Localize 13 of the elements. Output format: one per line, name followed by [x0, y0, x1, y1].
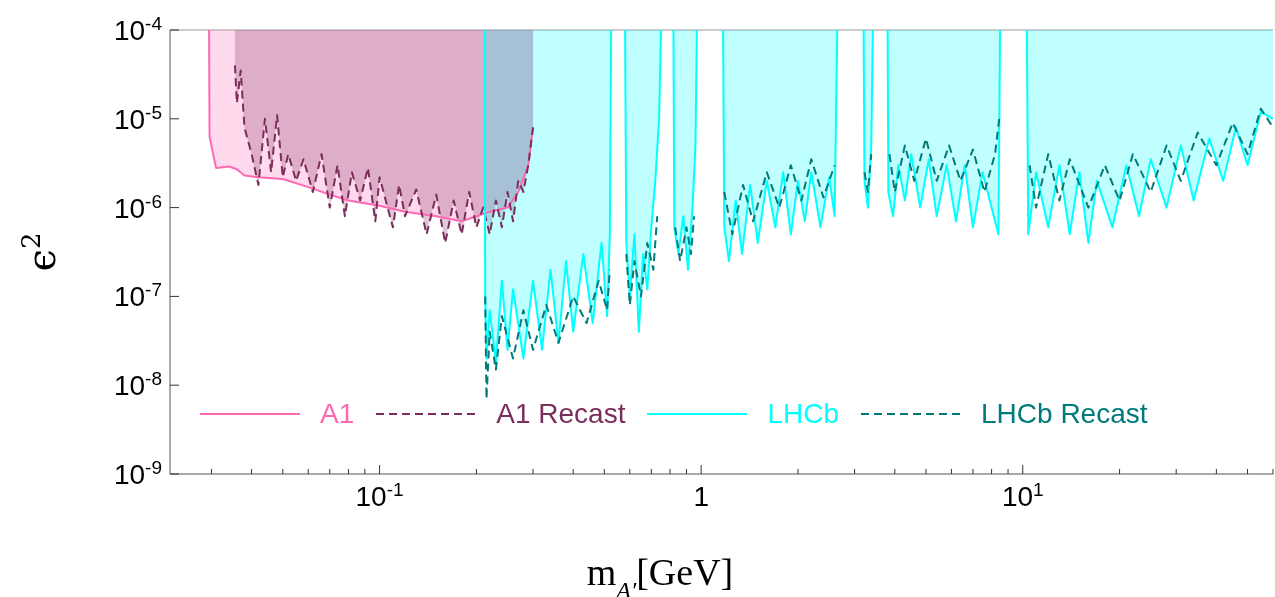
legend-label: A1	[320, 398, 355, 430]
y-tick-label: 10$^{-6}$	[113, 190, 162, 224]
legend-label: A1 Recast	[496, 398, 626, 430]
y-tick-label: 10$^{-7}$	[113, 278, 162, 313]
y-tick-label: 10$^{-8}$	[113, 367, 162, 402]
x-tick-label: 1	[693, 481, 709, 512]
legend-label: LHCb	[767, 398, 840, 430]
y-tick-label: 10$^{-9}$	[113, 456, 162, 490]
y-tick-label: 10$^{-5}$	[113, 101, 162, 135]
x-tick-label: 10$^{1}$	[1001, 478, 1044, 512]
legend-label: LHCb Recast	[981, 398, 1148, 430]
x-tick-label: 10$^{-1}$	[355, 478, 404, 512]
y-tick-label: 10$^{-4}$	[113, 12, 163, 46]
